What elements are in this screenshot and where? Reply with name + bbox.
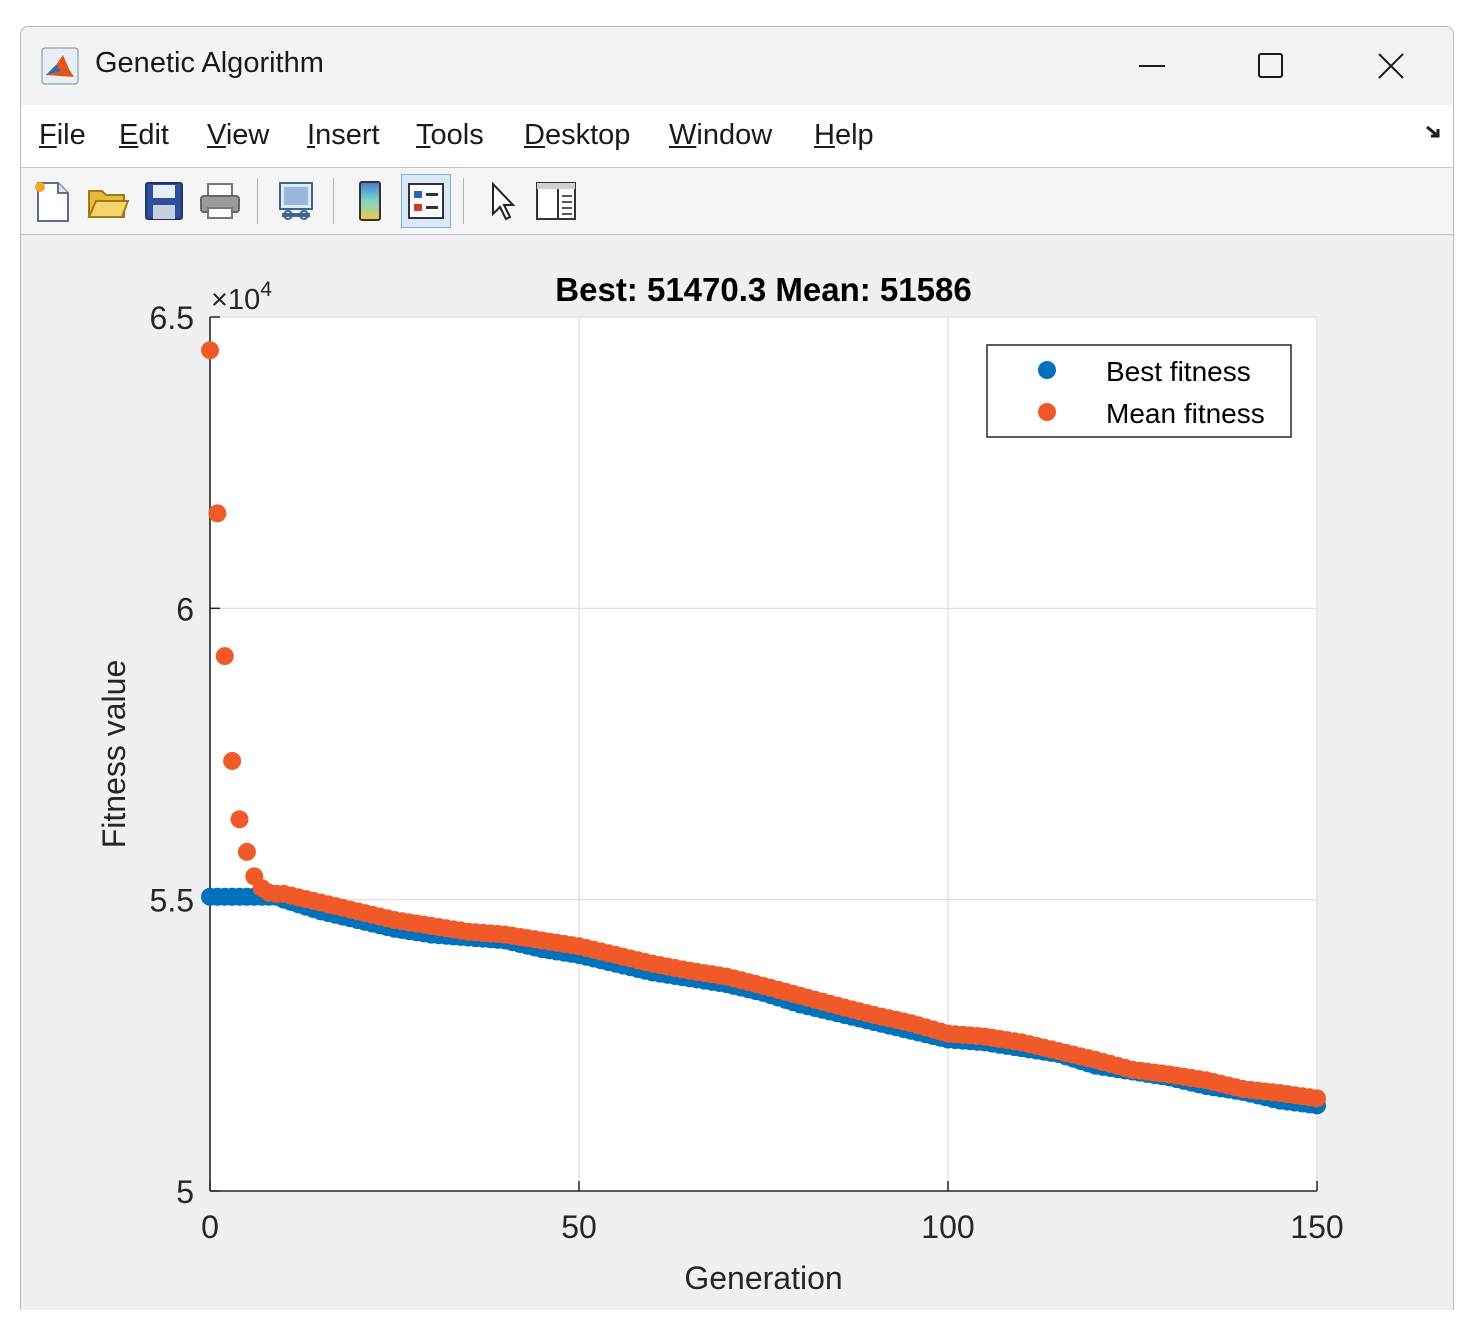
link-plot-icon (279, 182, 313, 220)
figure-area: 0 50 100 150 5 5.5 6 6.5 Best: 51470.3 Mean: 51… (21, 235, 1453, 1310)
legend-marker-best (1038, 361, 1056, 379)
close-button[interactable] (1361, 39, 1421, 93)
open-file-icon (87, 190, 130, 218)
menu-bar: File Edit View Insert Tools Desktop Wind… (21, 105, 1453, 168)
window-title: Genetic Algorithm (95, 47, 324, 79)
y-tick-label: 5.5 (150, 883, 194, 919)
print-button[interactable] (195, 174, 245, 228)
legend-icon (408, 183, 444, 219)
exponent-base: ×10 (211, 284, 260, 316)
toolbar-separator (257, 178, 258, 224)
matlab-icon (41, 47, 79, 85)
point-mean (223, 751, 242, 770)
minimize-button[interactable] (1123, 39, 1183, 93)
y-tick-label: 6.5 (150, 300, 194, 336)
y-tick-label: 5 (176, 1174, 194, 1210)
menu-desktop[interactable]: Desktop (524, 119, 631, 151)
x-tick-label: 0 (201, 1209, 219, 1245)
tick-labels: 0 50 100 150 5 5.5 6 6.5 (150, 300, 1344, 1245)
title-bar[interactable]: Genetic Algorithm (21, 27, 1453, 105)
colorbar-button[interactable] (345, 174, 395, 228)
close-icon (1378, 53, 1404, 79)
maximize-icon (1258, 53, 1283, 78)
chart-title: Best: 51470.3 Mean: 51586 (555, 271, 971, 308)
toolbar-separator (463, 178, 464, 224)
legend-button[interactable] (401, 174, 451, 228)
legend-marker-mean (1038, 403, 1056, 421)
y-axis-label: Fitness value (96, 660, 132, 849)
pointer-icon (492, 181, 516, 221)
new-figure-button[interactable] (27, 174, 77, 228)
new-figure-icon (35, 182, 69, 222)
menu-tools[interactable]: Tools (416, 119, 484, 151)
data-points (201, 341, 1326, 1115)
menu-view[interactable]: View (207, 119, 270, 151)
x-tick-label: 100 (921, 1209, 974, 1245)
save-button[interactable] (139, 174, 189, 228)
property-inspector-button[interactable] (531, 174, 581, 228)
plot-area[interactable] (210, 317, 1317, 1191)
point-mean (208, 504, 227, 523)
x-tick-label: 50 (561, 1209, 597, 1245)
menu-edit[interactable]: Edit (119, 119, 169, 151)
colorbar-icon (359, 181, 381, 221)
toolbar (21, 168, 1453, 235)
dock-arrow-icon[interactable] (1425, 123, 1443, 141)
legend-box (986, 344, 1292, 438)
axes-lines (209, 316, 1318, 1192)
figure-window: Genetic Algorithm File Edit View Insert … (20, 26, 1454, 1310)
menu-insert[interactable]: Insert (307, 119, 380, 151)
link-plot-button[interactable] (271, 174, 321, 228)
maximize-button[interactable] (1241, 39, 1301, 93)
x-tick-label: 150 (1290, 1209, 1343, 1245)
print-icon (200, 183, 240, 219)
minimize-icon (1139, 65, 1165, 67)
save-icon (145, 182, 183, 220)
open-file-button[interactable] (83, 174, 133, 228)
y-tick-label: 6 (176, 591, 194, 627)
menu-help[interactable]: Help (814, 119, 874, 151)
menu-file[interactable]: File (39, 119, 86, 151)
pointer-button[interactable] (477, 174, 527, 228)
toolbar-separator (333, 178, 334, 224)
property-inspector-icon (536, 182, 576, 220)
legend-label-mean: Mean fitness (1106, 398, 1265, 429)
legend-label-best: Best fitness (1106, 356, 1251, 387)
exponent-power: 4 (260, 278, 272, 301)
point-mean (215, 647, 234, 666)
point-mean (237, 842, 256, 861)
point-mean (201, 341, 219, 360)
legend[interactable]: Best fitness Mean fitness (986, 344, 1292, 438)
x-axis-label: Generation (684, 1260, 842, 1296)
menu-window[interactable]: Window (669, 119, 773, 151)
point-mean (1308, 1089, 1326, 1108)
fitness-chart[interactable]: 0 50 100 150 5 5.5 6 6.5 Best: 51470.3 Mean: 51… (21, 235, 1453, 1310)
exponent-label: ×104 (211, 278, 272, 316)
point-mean (230, 810, 249, 829)
